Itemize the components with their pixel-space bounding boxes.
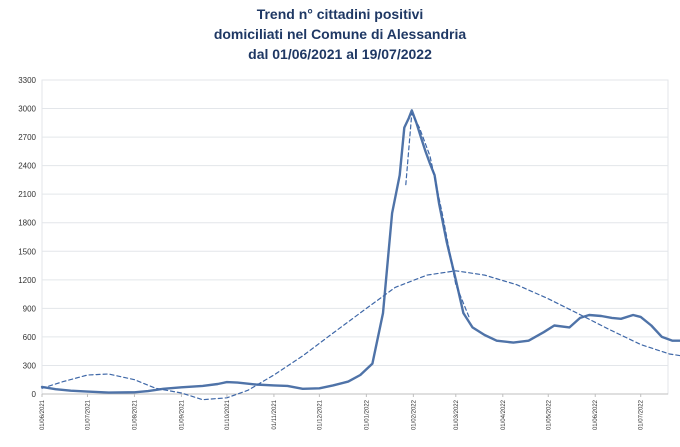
y-tick-label: 0 (32, 390, 37, 399)
x-tick-label: 01/03/2022 (454, 399, 460, 430)
y-tick-label: 2100 (18, 190, 36, 199)
x-tick-label: 01/06/2021 (40, 399, 46, 430)
chart-title: Trend n° cittadini positivi domiciliati … (0, 4, 680, 64)
y-tick-label: 2400 (18, 162, 36, 171)
series-line-dashed-2 (405, 112, 470, 319)
x-tick-label: 01/08/2021 (132, 399, 138, 430)
x-tick-label: 01/07/2022 (639, 399, 645, 430)
chart-title-line-2: domiciliati nel Comune di Alessandria (213, 26, 467, 42)
y-tick-label: 900 (23, 304, 37, 313)
chart-title-line-3: dal 01/06/2021 al 19/07/2022 (248, 46, 432, 62)
x-tick-label: 01/10/2021 (225, 399, 231, 430)
x-tick-label: 01/12/2021 (317, 399, 323, 430)
x-tick-label: 01/11/2021 (272, 399, 278, 429)
x-tick-label: 01/07/2021 (85, 399, 91, 430)
x-tick-label: 01/01/2022 (364, 399, 370, 430)
y-tick-label: 1800 (18, 219, 36, 228)
series-lines (40, 109, 680, 401)
x-tick-label: 01/06/2022 (593, 399, 599, 430)
plot-area (41, 79, 669, 395)
series-line-solid (40, 109, 680, 394)
x-tick-label: 01/05/2022 (546, 399, 552, 430)
y-tick-label: 2700 (18, 133, 36, 142)
series-line-dashed-1 (41, 270, 680, 401)
y-tick-label: 300 (23, 361, 37, 370)
chart-title-line-1: Trend n° cittadini positivi (256, 6, 424, 22)
y-tick-label: 3000 (18, 105, 36, 114)
y-tick-label: 1200 (18, 276, 36, 285)
x-axis: 01/06/2021 01/07/2021 01/08/2021 01/09/2021… (40, 394, 645, 430)
x-tick-label: 01/04/2022 (501, 399, 507, 430)
y-tick-label: 3300 (18, 76, 36, 85)
gridlines (41, 79, 669, 395)
y-tick-label: 600 (23, 333, 37, 342)
x-tick-label: 01/02/2022 (411, 399, 417, 430)
y-axis: 0 300 600 900 1200 1500 1800 2100 2400 2700 3000 33… (18, 76, 36, 399)
x-tick-label: 01/09/2021 (179, 399, 185, 430)
y-tick-label: 1500 (18, 247, 36, 256)
